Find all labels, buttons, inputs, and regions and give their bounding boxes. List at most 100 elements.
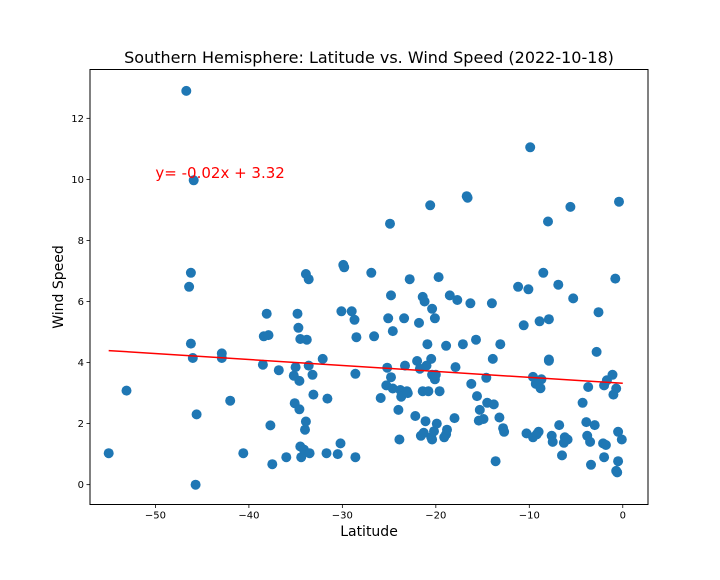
data-point (300, 416, 311, 427)
data-point (478, 414, 489, 424)
data-point (303, 360, 314, 371)
data-point (339, 262, 350, 273)
data-point (399, 313, 410, 324)
data-point (300, 424, 310, 435)
data-point (589, 420, 600, 431)
data-point (614, 196, 624, 207)
data-point (414, 317, 424, 328)
data-point (304, 448, 315, 459)
data-point (429, 426, 439, 437)
data-point (585, 436, 596, 447)
data-point (263, 330, 274, 341)
points-layer (103, 85, 627, 490)
data-point (188, 175, 199, 186)
y-tick-label: 0 (78, 480, 84, 491)
data-point (543, 216, 553, 227)
data-point (404, 274, 415, 285)
data-point (294, 375, 305, 386)
data-point (600, 440, 611, 450)
x-axis-label: Latitude (340, 524, 398, 540)
data-point (322, 393, 333, 404)
data-point (267, 459, 278, 470)
data-point (612, 467, 623, 478)
data-point (257, 359, 268, 370)
data-point (434, 386, 445, 397)
data-point (433, 272, 444, 283)
data-point (238, 448, 249, 459)
data-point (184, 281, 195, 292)
data-point (462, 192, 473, 203)
data-point (431, 418, 442, 429)
data-point (442, 424, 452, 435)
data-point (301, 334, 312, 345)
data-point (607, 369, 618, 380)
x-tick-label: −50 (145, 511, 166, 522)
data-point (599, 452, 610, 463)
x-tick-label: −10 (519, 511, 540, 522)
data-point (487, 353, 498, 364)
data-point (581, 417, 592, 428)
y-axis-ticks: 0 2 4 6 8 10 12 (71, 114, 90, 491)
data-point (402, 388, 413, 399)
data-point (387, 326, 398, 337)
data-point (583, 382, 594, 392)
data-point (441, 340, 452, 351)
data-point (465, 298, 476, 309)
data-point (547, 436, 558, 447)
data-point (535, 383, 546, 394)
data-point (400, 360, 410, 371)
data-point (420, 416, 431, 427)
regression-equation: y= -0.02x + 3.32 (155, 164, 284, 182)
x-axis-ticks: −50 −40 −30 −20 −10 0 (145, 504, 626, 522)
data-point (386, 290, 396, 301)
data-point (349, 314, 360, 325)
y-tick-label: 12 (71, 114, 84, 125)
data-point (293, 322, 304, 333)
regression-layer (108, 349, 623, 385)
data-point (457, 339, 468, 350)
data-point (185, 267, 196, 278)
data-point (557, 450, 567, 461)
data-point (543, 355, 554, 366)
chart-title: Southern Hemisphere: Latitude vs. Wind S… (124, 48, 614, 67)
data-point (281, 452, 292, 463)
data-point (225, 395, 236, 406)
plot-frame (89, 69, 649, 505)
data-point (586, 459, 596, 470)
data-point (525, 142, 536, 153)
data-point (386, 372, 396, 383)
y-axis-label: Wind Speed (51, 245, 67, 329)
data-point (486, 298, 497, 309)
data-point (103, 448, 114, 459)
data-point (366, 267, 377, 278)
data-point (495, 339, 506, 350)
data-point (296, 452, 307, 463)
data-point (562, 434, 573, 445)
data-point (181, 85, 192, 96)
data-point (452, 295, 463, 305)
data-point (577, 397, 588, 408)
x-tick-label: −40 (238, 511, 259, 522)
data-point (538, 267, 549, 278)
data-point (610, 273, 621, 284)
data-point (335, 438, 346, 449)
data-point (350, 452, 361, 463)
y-tick-label: 6 (78, 297, 84, 308)
data-point (190, 479, 201, 490)
data-point (449, 413, 460, 424)
y-tick-label: 4 (78, 358, 84, 369)
data-point (307, 369, 318, 380)
data-point (273, 365, 284, 376)
data-point (466, 378, 477, 389)
data-point (317, 353, 328, 364)
data-point (536, 374, 547, 385)
data-point (185, 338, 196, 349)
data-point (429, 313, 440, 324)
data-point (613, 426, 624, 437)
data-point (591, 346, 602, 357)
data-point (568, 293, 579, 304)
data-point (471, 334, 481, 345)
data-point (494, 412, 505, 423)
